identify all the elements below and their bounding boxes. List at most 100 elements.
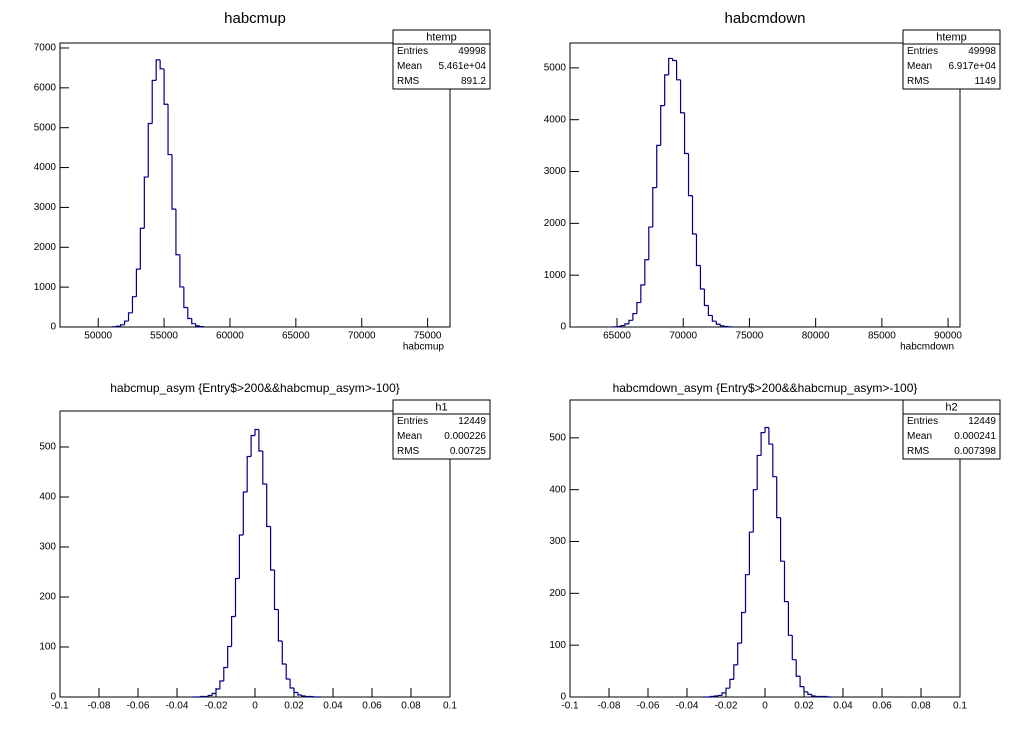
stats-label: RMS (907, 446, 930, 457)
histogram-bin (143, 176, 149, 229)
stats-value: 49998 (968, 46, 996, 57)
histogram-bin (151, 79, 157, 124)
histogram-bin (815, 695, 820, 698)
histogram-bin (620, 325, 625, 327)
x-tick-label: -0.1 (561, 701, 579, 712)
histogram-bin (636, 301, 641, 314)
histogram-bin (234, 577, 240, 617)
stats-value: 0.00725 (450, 446, 487, 457)
x-tick-label: 75000 (736, 331, 764, 342)
x-tick-label: -0.02 (205, 701, 228, 712)
y-tick-label: 2000 (34, 242, 57, 253)
x-tick-label: 0.02 (284, 701, 304, 712)
histogram-bin (679, 79, 685, 114)
plot-frame (59, 410, 451, 698)
stats-value: 1149 (974, 76, 996, 87)
stats-label: Mean (907, 431, 932, 442)
stats-value: 0.000226 (444, 431, 486, 442)
histogram-bin (219, 680, 224, 689)
x-tick-label: 0.08 (401, 701, 421, 712)
histogram-bin (652, 186, 657, 228)
stats-box (902, 399, 1001, 460)
histogram-bin (715, 321, 721, 325)
histogram-bin (640, 284, 645, 303)
histogram-bin (246, 455, 252, 492)
y-tick-label: 500 (39, 442, 56, 453)
histogram-bin (273, 570, 279, 611)
y-tick-label: 200 (39, 592, 56, 603)
histogram-bin (717, 694, 723, 697)
histogram-bin (223, 666, 228, 681)
histogram-bin (231, 615, 236, 647)
histogram-bin (211, 692, 216, 696)
plot-frame (569, 399, 961, 698)
stats-box (902, 29, 1001, 90)
histogram-bin (811, 694, 816, 697)
histogram-bin (289, 679, 294, 689)
histogram-bin (191, 318, 196, 325)
histogram-bin (752, 489, 758, 533)
stats-label: Entries (907, 416, 938, 427)
stats-value: 5.461e+04 (438, 61, 486, 72)
chart-title: habcmdown_asym {Entry$>200&&habcmup_asym… (613, 381, 918, 395)
histogram-bin (695, 234, 701, 267)
x-tick-label: 80000 (802, 331, 830, 342)
stats-title: htemp (426, 31, 457, 43)
x-tick-label: 65000 (603, 331, 631, 342)
histogram-bin (139, 227, 145, 270)
stats-label: Mean (907, 61, 932, 72)
y-tick-label: 7000 (34, 43, 57, 54)
histogram-bin (660, 105, 665, 146)
histogram-bin (270, 526, 275, 571)
stats-label: RMS (907, 76, 930, 87)
histogram-bin (776, 476, 781, 519)
histogram-bin (293, 688, 298, 694)
histogram-bin (199, 695, 205, 698)
histogram-bin (744, 574, 750, 613)
x-tick-label: 0.06 (362, 701, 382, 712)
x-tick-label: 0 (252, 701, 258, 712)
x-axis-label: habcmdown (900, 342, 954, 353)
stats-label: Entries (397, 46, 428, 57)
y-tick-label: 0 (50, 322, 56, 333)
histogram-bin (683, 112, 689, 155)
histogram-bin (127, 312, 133, 322)
stats-label: Mean (397, 431, 422, 442)
histogram-bin (768, 427, 773, 445)
x-tick-label: 0.02 (794, 701, 814, 712)
y-tick-label: 500 (549, 432, 566, 443)
x-tick-label: 0.04 (833, 701, 853, 712)
histogram-bin (624, 323, 629, 326)
stats-label: Mean (397, 61, 422, 72)
stats-label: RMS (397, 76, 420, 87)
histogram-bin (672, 58, 677, 62)
y-tick-label: 0 (560, 692, 566, 703)
histogram-bin (215, 688, 220, 694)
y-tick-label: 300 (39, 542, 56, 553)
y-tick-label: 300 (549, 536, 566, 547)
histogram-bin (707, 305, 713, 317)
histogram-bin (719, 324, 725, 327)
histogram-bin (711, 315, 717, 322)
histogram-bin (791, 635, 797, 661)
y-tick-label: 4000 (544, 114, 567, 125)
histogram-bin (632, 312, 637, 321)
histogram-bin (691, 195, 697, 235)
y-tick-label: 1000 (34, 282, 57, 293)
x-tick-label: -0.06 (127, 701, 150, 712)
histogram-bin (227, 645, 232, 668)
stats-value: 49998 (458, 46, 486, 57)
histogram-bin (277, 609, 283, 642)
histogram-bin (258, 429, 263, 452)
histogram-bin (760, 432, 765, 456)
x-tick-label: 50000 (84, 331, 112, 342)
x-tick-label: -0.08 (598, 701, 621, 712)
histogram-bin (723, 325, 729, 328)
y-tick-label: 100 (39, 642, 56, 653)
histogram-bin (668, 57, 673, 75)
x-tick-label: -0.04 (676, 701, 699, 712)
histogram-bin (179, 254, 184, 288)
y-tick-label: 3000 (34, 202, 57, 213)
y-tick-label: 1000 (544, 270, 567, 281)
